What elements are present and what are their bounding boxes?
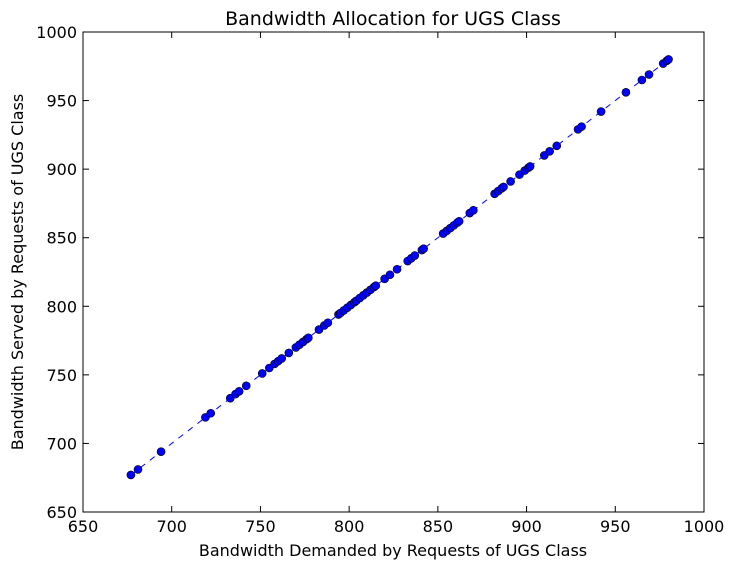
data-point xyxy=(596,107,606,116)
x-axis-label: Bandwidth Demanded by Requests of UGS Cl… xyxy=(199,541,587,560)
data-point xyxy=(525,162,535,171)
data-point xyxy=(469,205,478,215)
x-tick-label: 850 xyxy=(423,517,454,536)
data-point xyxy=(419,244,428,253)
plot-frame xyxy=(82,31,705,513)
data-point xyxy=(410,251,420,260)
data-point xyxy=(552,141,562,151)
y-tick-label: 950 xyxy=(46,92,77,111)
x-tick-label: 650 xyxy=(68,517,99,536)
data-point xyxy=(206,408,216,418)
data-point xyxy=(241,381,251,391)
axis-ticks: 650 700 750 800 850 900 950 1000 650 700 750 800 850… xyxy=(36,23,724,536)
data-point xyxy=(499,182,508,192)
data-point xyxy=(506,177,515,186)
x-tick-label: 700 xyxy=(156,517,187,536)
data-point xyxy=(644,70,654,79)
data-point xyxy=(385,270,395,280)
y-axis-label: Bandwidth Served by Requests of UGS Clas… xyxy=(8,94,27,450)
data-point xyxy=(545,147,554,156)
data-point xyxy=(156,447,166,456)
data-point xyxy=(621,88,631,97)
data-point xyxy=(304,333,313,343)
data-point xyxy=(284,348,294,358)
y-tick-label: 700 xyxy=(46,434,77,453)
x-tick-label: 950 xyxy=(600,517,631,536)
data-point xyxy=(257,369,267,378)
data-point xyxy=(664,55,673,64)
data-point xyxy=(126,470,136,480)
x-tick-label: 750 xyxy=(245,517,276,536)
data-point xyxy=(277,354,287,363)
data-point xyxy=(454,216,464,226)
data-point xyxy=(234,387,244,396)
y-tick-label: 650 xyxy=(46,503,77,522)
y-tick-label: 1000 xyxy=(36,23,77,42)
x-tick-label: 800 xyxy=(334,517,365,536)
data-point xyxy=(323,318,333,328)
data-point xyxy=(577,122,586,131)
plot-area xyxy=(126,55,673,480)
chart-title: Bandwidth Allocation for UGS Class xyxy=(225,8,561,30)
data-point xyxy=(392,264,402,274)
x-tick-label: 900 xyxy=(511,517,542,536)
data-point xyxy=(133,465,143,474)
y-tick-label: 750 xyxy=(46,366,77,385)
data-point xyxy=(637,75,647,85)
x-tick-label: 1000 xyxy=(684,517,725,536)
y-tick-label: 850 xyxy=(46,229,77,248)
data-point xyxy=(371,281,381,291)
y-tick-label: 800 xyxy=(46,297,77,316)
y-tick-label: 900 xyxy=(46,160,77,179)
